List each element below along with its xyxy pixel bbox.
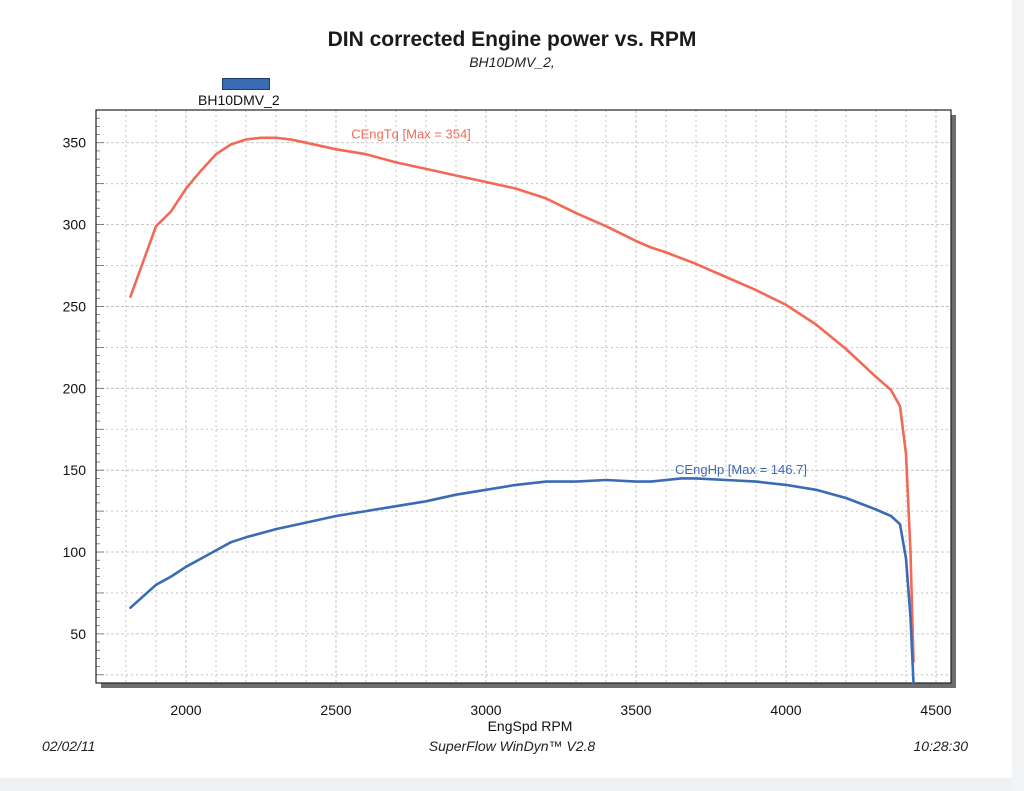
horsepower-line bbox=[129, 477, 915, 685]
torque-series-label: CEngTq [Max = 354] bbox=[351, 127, 471, 142]
y-tick-label: 150 bbox=[63, 462, 87, 478]
x-axis-label: EngSpd RPM bbox=[488, 718, 573, 734]
legend-swatch bbox=[222, 78, 270, 90]
plot-frame bbox=[95, 109, 952, 684]
plot-area bbox=[96, 110, 951, 683]
x-tick-label: 3500 bbox=[620, 702, 651, 718]
y-tick-label: 300 bbox=[63, 217, 87, 233]
scan-right-edge bbox=[1012, 0, 1024, 791]
x-tick-label: 2500 bbox=[320, 702, 351, 718]
y-tick-label: 200 bbox=[63, 380, 87, 396]
scan-bottom-edge bbox=[0, 778, 1024, 791]
y-tick-label: 50 bbox=[70, 626, 86, 642]
y-tick-label: 350 bbox=[63, 135, 87, 151]
x-tick-label: 2000 bbox=[170, 702, 201, 718]
chart-subtitle: BH10DMV_2, bbox=[469, 54, 555, 70]
torque-line bbox=[129, 136, 915, 664]
x-tick-label: 4000 bbox=[770, 702, 801, 718]
horsepower-series-label: CEngHp [Max = 146.7] bbox=[675, 462, 807, 477]
x-tick-label: 3000 bbox=[470, 702, 501, 718]
footer-date: 02/02/11 bbox=[42, 738, 96, 754]
footer-time: 10:28:30 bbox=[913, 738, 969, 754]
footer-software: SuperFlow WinDyn™ V2.8 bbox=[428, 738, 596, 754]
y-tick-label: 250 bbox=[63, 298, 87, 314]
y-tick-label: 100 bbox=[63, 544, 87, 560]
x-tick-label: 4500 bbox=[920, 702, 951, 718]
chart-title: DIN corrected Engine power vs. RPM bbox=[327, 28, 697, 51]
legend-label: BH10DMV_2 bbox=[198, 92, 280, 108]
